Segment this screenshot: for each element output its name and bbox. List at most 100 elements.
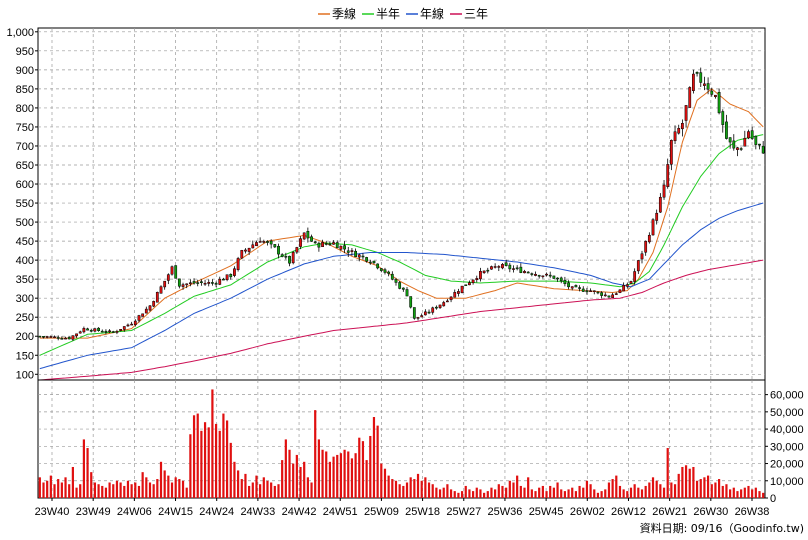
candle-body: [383, 269, 387, 273]
volume-bar: [104, 487, 108, 498]
candle-body: [78, 331, 82, 334]
candle-body: [137, 315, 141, 321]
candle-body: [486, 269, 490, 272]
candle-body: [680, 122, 684, 130]
volume-bar: [244, 473, 247, 498]
volume-bar: [589, 484, 592, 498]
volume-bar: [354, 453, 357, 498]
volume-tick-label: 60,000: [770, 390, 804, 402]
volume-bar: [398, 484, 401, 498]
candle-body: [379, 268, 383, 271]
volume-tick-label: 50,000: [770, 407, 804, 419]
x-tick-label: 25W09: [364, 506, 399, 518]
candle-body: [126, 324, 130, 327]
volume-bar: [725, 484, 728, 498]
candle-body: [633, 271, 637, 282]
candle-body: [141, 313, 145, 317]
candle-body: [255, 242, 258, 247]
candle-body: [523, 271, 526, 274]
candle-body: [592, 290, 596, 292]
volume-bar: [159, 461, 163, 498]
volume-bar: [259, 484, 262, 498]
candle-body: [64, 337, 67, 340]
volume-bar: [637, 487, 640, 498]
price-tick-label: 450: [16, 236, 34, 248]
volume-bar: [295, 454, 298, 498]
volume-bar: [46, 480, 49, 498]
volume-bar: [38, 477, 41, 498]
candle-body: [398, 282, 402, 289]
volume-bar: [82, 439, 85, 498]
candle-body: [567, 282, 570, 288]
candle-body: [490, 266, 493, 270]
volume-bar: [60, 482, 63, 498]
candle-body: [247, 247, 251, 252]
volume-bar: [471, 491, 475, 498]
candle-body: [233, 268, 236, 276]
volume-bar: [604, 489, 607, 498]
volume-bar: [464, 485, 467, 498]
candle-body: [38, 335, 42, 338]
volume-bar: [486, 491, 489, 498]
candle-body: [328, 243, 332, 246]
candle-body: [669, 139, 673, 165]
volume-bar: [673, 484, 677, 498]
candle-body: [273, 244, 277, 248]
candle-body: [468, 282, 471, 286]
volume-bar: [567, 489, 570, 498]
candle-body: [603, 294, 607, 297]
candle-body: [714, 94, 717, 98]
candle-body: [600, 292, 603, 296]
price-tick-label: 950: [16, 46, 34, 58]
candle-body: [552, 275, 556, 279]
candle-body: [519, 266, 523, 273]
volume-bar: [703, 477, 706, 498]
volume-bar: [446, 484, 449, 498]
candle-body: [144, 308, 148, 314]
price-panel: 100 150 200 250 300 350 400 450 500 550 600 650 700 7…: [6, 27, 766, 381]
volume-bar: [376, 425, 379, 498]
candle-body: [761, 145, 765, 154]
candle-body: [222, 278, 225, 281]
candle-body: [515, 267, 519, 270]
candle-body: [537, 274, 541, 277]
candle-body: [302, 232, 306, 240]
x-tick-label: 26W30: [693, 506, 728, 518]
price-tick-label: 400: [16, 255, 34, 267]
candle-body: [196, 282, 200, 284]
volume-bar: [622, 489, 625, 498]
x-tick-label: 25W18: [405, 506, 440, 518]
candle-body: [56, 337, 60, 339]
candle-body: [677, 128, 681, 134]
volume-bar: [534, 491, 537, 498]
volume-bar: [695, 480, 699, 498]
price-tick-label: 850: [16, 84, 34, 96]
volume-bar: [306, 477, 309, 498]
volume-bar: [611, 479, 614, 498]
candle-body: [530, 273, 534, 275]
price-tick-label: 350: [16, 274, 34, 286]
candle-body: [607, 295, 611, 298]
candle-body: [684, 105, 688, 121]
candle-body: [563, 279, 567, 285]
candle-body: [526, 271, 530, 274]
volume-bar: [189, 434, 192, 498]
volume-bar: [505, 487, 508, 498]
candle-body: [625, 284, 629, 287]
candle-body: [482, 270, 486, 273]
volume-bar: [545, 491, 548, 498]
legend-label-1: 半年: [376, 7, 400, 21]
price-tick-label: 300: [16, 293, 34, 305]
volume-bar: [299, 466, 302, 498]
candle-body: [427, 311, 431, 314]
x-tick-label: 24W42: [282, 506, 317, 518]
volume-bar: [233, 461, 236, 498]
volume-bar: [655, 480, 658, 498]
candle-body: [240, 250, 244, 259]
candle-body: [317, 242, 321, 248]
x-tick-label: 24W06: [117, 506, 152, 518]
volume-bar: [677, 473, 680, 498]
volume-bar: [501, 485, 504, 498]
candle-body: [578, 287, 581, 289]
volume-panel-frame: [37, 379, 766, 499]
